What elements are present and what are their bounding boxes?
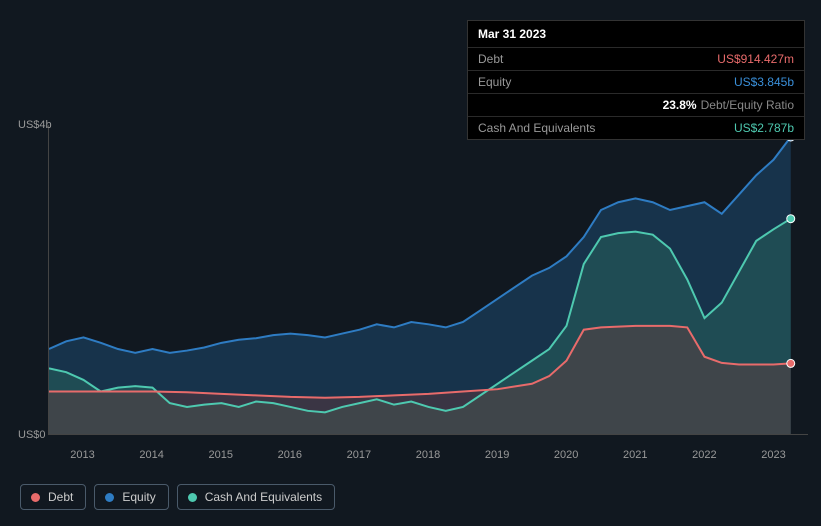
tooltip-row: Debt US$914.427m xyxy=(468,47,804,70)
tooltip-date: Mar 31 2023 xyxy=(468,21,804,47)
plot[interactable] xyxy=(48,125,808,435)
legend-dot-icon xyxy=(31,493,40,502)
legend-dot-icon xyxy=(188,493,197,502)
legend: Debt Equity Cash And Equivalents xyxy=(20,484,335,510)
legend-label: Equity xyxy=(122,490,155,504)
x-axis-label: 2019 xyxy=(485,449,509,461)
x-axis-label: 2023 xyxy=(761,449,785,461)
y-axis-label: US$0 xyxy=(18,429,48,441)
legend-dot-icon xyxy=(105,493,114,502)
x-axis-label: 2022 xyxy=(692,449,716,461)
tooltip-row: 23.8%Debt/Equity Ratio xyxy=(468,93,804,116)
x-axis-label: 2014 xyxy=(139,449,163,461)
tooltip-row-value: US$2.787b xyxy=(734,121,794,135)
tooltip-row: Cash And Equivalents US$2.787b xyxy=(468,116,804,139)
x-axis-label: 2013 xyxy=(70,449,94,461)
tooltip-row: Equity US$3.845b xyxy=(468,70,804,93)
legend-item-equity[interactable]: Equity xyxy=(94,484,168,510)
legend-label: Cash And Equivalents xyxy=(205,490,322,504)
tooltip-panel: Mar 31 2023 Debt US$914.427m Equity US$3.84… xyxy=(467,20,805,140)
legend-item-debt[interactable]: Debt xyxy=(20,484,86,510)
x-axis-label: 2020 xyxy=(554,449,578,461)
x-axis-label: 2016 xyxy=(278,449,302,461)
legend-item-cash-and-equivalents[interactable]: Cash And Equivalents xyxy=(177,484,335,510)
tooltip-row-label: Debt xyxy=(478,52,503,66)
chart-area: US$0US$4b 201320142015201620172018201920… xyxy=(18,125,808,465)
x-axis-label: 2021 xyxy=(623,449,647,461)
x-axis-label: 2018 xyxy=(416,449,440,461)
x-axis-label: 2015 xyxy=(208,449,232,461)
tooltip-row-label: Cash And Equivalents xyxy=(478,121,595,135)
tooltip-row-value: US$3.845b xyxy=(734,75,794,89)
tooltip-row-label: Equity xyxy=(478,75,511,89)
tooltip-row-value: US$914.427m xyxy=(717,52,794,66)
legend-label: Debt xyxy=(48,490,73,504)
y-axis-label: US$4b xyxy=(18,119,48,131)
x-axis-labels: 2013 2014 2015 2016 2017 2018 2019 2020 2021 2022… xyxy=(48,445,808,465)
x-axis-label: 2017 xyxy=(347,449,371,461)
tooltip-ratio: 23.8%Debt/Equity Ratio xyxy=(663,98,794,112)
